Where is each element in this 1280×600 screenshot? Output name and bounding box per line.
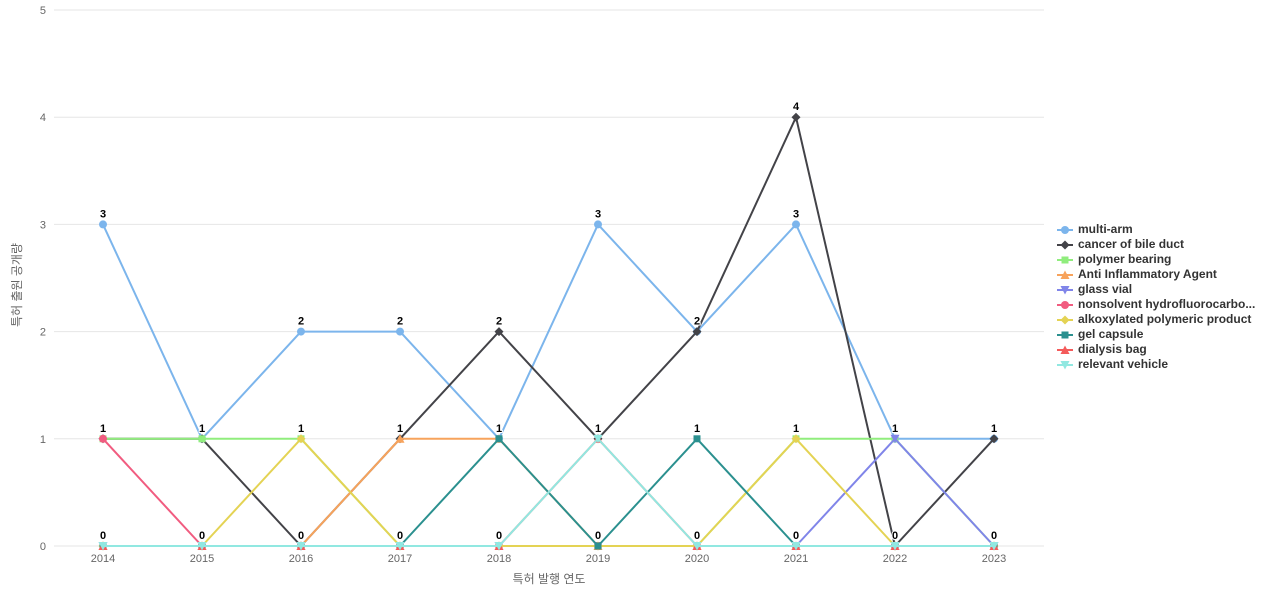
x-tick-label: 2022 <box>883 553 907 565</box>
legend-item-polymer-bearing[interactable]: polymer bearing <box>1057 252 1255 267</box>
point-value-label: 0 <box>298 530 304 542</box>
y-tick-label: 5 <box>40 5 46 17</box>
x-tick-label: 2018 <box>487 553 511 565</box>
point-value-label: 0 <box>892 530 898 542</box>
point-value-label: 1 <box>595 423 601 435</box>
data-labels-group: 3 1 2 2 1 3 2 3 1 1 1 0 1 2 1 4 0 1 0 0 0 0 1 0 0 0 0 1 <box>99 100 998 543</box>
point-value-label: 1 <box>298 423 304 435</box>
point-value-label: 1 <box>496 423 502 435</box>
legend-item-multi-arm[interactable]: multi-arm <box>1057 222 1255 237</box>
legend-item-gel-capsule[interactable]: gel capsule <box>1057 327 1255 342</box>
legend-item-label: cancer of bile duct <box>1078 237 1185 251</box>
point-value-label: 3 <box>793 208 799 220</box>
chart-legend: multi-arm cancer of bile duct polymer bear… <box>1057 222 1255 372</box>
legend-item-glass-vial[interactable]: glass vial <box>1057 282 1255 297</box>
point-value-label: 1 <box>793 423 799 435</box>
point-value-label: 0 <box>397 530 403 542</box>
y-tick-label: 1 <box>40 434 46 446</box>
legend-item-label: glass vial <box>1078 282 1133 296</box>
dialysis-bag-legend-marker-icon <box>1057 345 1073 354</box>
cancer-of-bile-duct-legend-marker-icon <box>1057 240 1073 249</box>
point-value-label: 0 <box>595 530 601 542</box>
multi-arm-legend-marker-icon <box>1057 225 1073 234</box>
point-value-label: 1 <box>892 423 898 435</box>
point-value-label: 3 <box>100 208 106 220</box>
point-value-label: 1 <box>397 423 403 435</box>
x-tick-label: 2014 <box>91 553 115 565</box>
relevant-vehicle-legend-marker-icon <box>1057 360 1073 369</box>
polymer-bearing-legend-marker-icon <box>1057 256 1073 263</box>
anti-inflammatory-agent-legend-marker-icon <box>1057 270 1073 279</box>
legend-item-label: multi-arm <box>1078 222 1133 236</box>
y-axis-title: 특허 출원 공개량 <box>10 243 24 327</box>
x-tick-label: 2015 <box>190 553 214 565</box>
glass-vial-legend-marker-icon <box>1057 285 1073 294</box>
point-value-label: 4 <box>793 101 800 113</box>
series-group <box>98 112 999 551</box>
legend-item-nonsolvent-hydrofluorocarbo[interactable]: nonsolvent hydrofluorocarbo... <box>1057 297 1255 312</box>
legend-item-alkoxylated-polymeric-product[interactable]: alkoxylated polymeric product <box>1057 312 1255 327</box>
legend-item-label: polymer bearing <box>1078 252 1172 266</box>
point-value-label: 0 <box>100 530 106 542</box>
point-value-label: 0 <box>793 530 799 542</box>
legend-item-label: dialysis bag <box>1078 342 1147 356</box>
gel-capsule-legend-marker-icon <box>1057 331 1073 338</box>
point-value-label: 3 <box>595 208 601 220</box>
legend-item-label: alkoxylated polymeric product <box>1078 312 1252 326</box>
point-value-label: 2 <box>298 316 304 328</box>
x-tick-label: 2020 <box>685 553 709 565</box>
point-value-label: 2 <box>694 316 700 328</box>
x-tick-label: 2019 <box>586 553 610 565</box>
point-value-label: 2 <box>397 316 403 328</box>
y-tick-label: 2 <box>40 327 46 339</box>
y-tick-label: 3 <box>40 219 46 231</box>
x-axis-title: 특허 발행 연도 <box>513 571 586 586</box>
legend-item-label: relevant vehicle <box>1078 357 1169 371</box>
legend-item-label: Anti Inflammatory Agent <box>1078 267 1217 281</box>
legend-item-label: nonsolvent hydrofluorocarbo... <box>1078 297 1256 311</box>
x-tick-label: 2023 <box>982 553 1006 565</box>
point-value-label: 0 <box>694 530 700 542</box>
legend-item-dialysis-bag[interactable]: dialysis bag <box>1057 342 1255 357</box>
point-value-label: 1 <box>991 423 997 435</box>
y-tick-label: 0 <box>40 541 46 553</box>
x-tick-label: 2016 <box>289 553 313 565</box>
point-value-label: 0 <box>991 530 997 542</box>
legend-item-anti-inflammatory-agent[interactable]: Anti Inflammatory Agent <box>1057 267 1255 282</box>
gridlines-group: 0 1 2 3 4 5 <box>40 5 1044 553</box>
legend-item-relevant-vehicle[interactable]: relevant vehicle <box>1057 357 1255 372</box>
legend-item-label: gel capsule <box>1078 327 1144 341</box>
point-value-label: 1 <box>694 423 700 435</box>
nonsolvent-hydrofluorocarbo-legend-marker-icon <box>1057 300 1073 309</box>
point-value-label: 0 <box>496 530 502 542</box>
legend-item-cancer-of-bile-duct[interactable]: cancer of bile duct <box>1057 237 1255 252</box>
x-tick-label: 2017 <box>388 553 412 565</box>
y-tick-label: 4 <box>40 112 46 124</box>
point-value-label: 0 <box>199 530 205 542</box>
x-tick-label: 2021 <box>784 553 808 565</box>
alkoxylated-polymeric-product-legend-marker-icon <box>1057 315 1073 324</box>
point-value-label: 1 <box>199 423 205 435</box>
point-value-label: 1 <box>100 423 106 435</box>
series-relevant-vehicle <box>98 434 999 551</box>
point-value-label: 2 <box>496 316 502 328</box>
x-axis-ticks-group: 2014 2015 2016 2017 2018 2019 2020 2021 2022 2023 <box>91 553 1006 565</box>
